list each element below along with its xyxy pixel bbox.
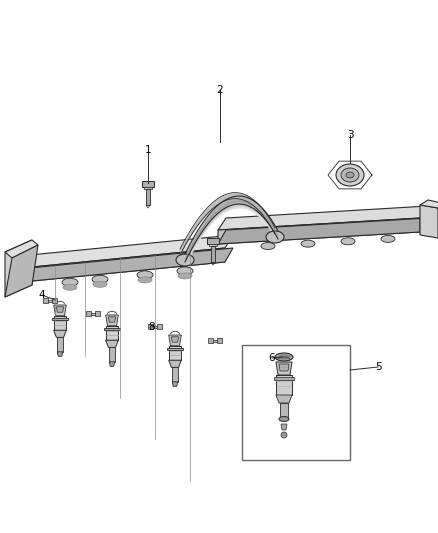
Polygon shape [218, 218, 420, 244]
Polygon shape [157, 324, 162, 328]
Polygon shape [171, 337, 179, 342]
Polygon shape [167, 348, 183, 350]
Polygon shape [22, 248, 233, 282]
Polygon shape [420, 206, 428, 232]
Polygon shape [169, 360, 181, 367]
Text: 1: 1 [145, 145, 151, 155]
Polygon shape [144, 187, 152, 189]
Ellipse shape [92, 276, 108, 284]
Bar [242, 345, 350, 460]
Polygon shape [22, 248, 225, 282]
Polygon shape [104, 328, 120, 330]
Polygon shape [218, 218, 428, 244]
Polygon shape [57, 352, 63, 356]
Ellipse shape [177, 267, 193, 275]
Circle shape [281, 432, 287, 438]
Polygon shape [5, 240, 32, 297]
Text: 3: 3 [347, 130, 353, 140]
Polygon shape [207, 238, 219, 244]
Polygon shape [48, 300, 52, 302]
Polygon shape [22, 255, 30, 282]
Polygon shape [54, 305, 66, 316]
Polygon shape [52, 298, 57, 303]
Polygon shape [274, 377, 294, 380]
Polygon shape [86, 311, 91, 316]
Polygon shape [22, 235, 233, 268]
Ellipse shape [301, 240, 315, 247]
Ellipse shape [176, 254, 194, 266]
Polygon shape [54, 330, 66, 337]
Ellipse shape [178, 273, 192, 279]
Ellipse shape [93, 281, 107, 287]
Polygon shape [420, 200, 438, 208]
Ellipse shape [336, 164, 364, 186]
Polygon shape [213, 340, 217, 342]
Polygon shape [279, 364, 289, 371]
Polygon shape [280, 403, 288, 419]
Polygon shape [91, 313, 95, 314]
Polygon shape [142, 181, 154, 187]
Text: 8: 8 [148, 322, 155, 332]
Ellipse shape [341, 168, 359, 182]
Ellipse shape [346, 172, 354, 178]
Ellipse shape [341, 238, 355, 245]
Polygon shape [172, 382, 178, 386]
Polygon shape [218, 206, 428, 230]
Polygon shape [110, 348, 115, 362]
Polygon shape [211, 246, 215, 262]
Polygon shape [148, 324, 153, 328]
Polygon shape [217, 338, 222, 343]
Polygon shape [57, 307, 64, 312]
Polygon shape [106, 326, 118, 340]
Text: 4: 4 [39, 290, 45, 300]
Polygon shape [169, 346, 181, 360]
Polygon shape [209, 244, 217, 246]
Text: 5: 5 [374, 362, 381, 372]
Polygon shape [54, 316, 66, 330]
Polygon shape [43, 298, 48, 303]
Polygon shape [146, 189, 150, 205]
Polygon shape [172, 367, 178, 382]
Text: 2: 2 [217, 85, 223, 95]
Polygon shape [208, 338, 213, 343]
Text: 6: 6 [268, 353, 276, 363]
Polygon shape [5, 240, 38, 258]
Ellipse shape [279, 416, 289, 422]
Ellipse shape [62, 278, 78, 286]
Polygon shape [57, 337, 63, 352]
Ellipse shape [381, 236, 395, 243]
Polygon shape [52, 318, 68, 320]
Ellipse shape [137, 271, 153, 279]
Ellipse shape [261, 243, 275, 249]
Polygon shape [106, 340, 118, 348]
Ellipse shape [266, 231, 284, 243]
Polygon shape [108, 317, 116, 322]
Polygon shape [153, 326, 157, 328]
Polygon shape [106, 315, 118, 326]
Polygon shape [281, 424, 287, 430]
Polygon shape [276, 362, 292, 375]
Polygon shape [110, 362, 115, 366]
Ellipse shape [63, 284, 77, 290]
Ellipse shape [138, 277, 152, 283]
Polygon shape [169, 335, 181, 346]
Polygon shape [95, 311, 100, 316]
Polygon shape [420, 205, 438, 238]
Polygon shape [276, 375, 292, 395]
Polygon shape [5, 245, 38, 297]
Polygon shape [276, 395, 292, 403]
Ellipse shape [279, 355, 289, 359]
Ellipse shape [275, 353, 293, 361]
